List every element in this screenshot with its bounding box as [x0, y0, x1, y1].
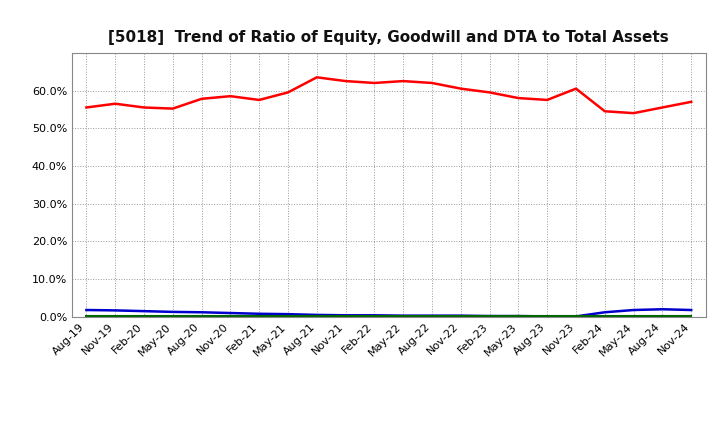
- Equity: [485, 90, 494, 95]
- Goodwill: [140, 308, 148, 314]
- Deferred Tax Assets: [168, 314, 177, 319]
- Deferred Tax Assets: [284, 314, 292, 319]
- Goodwill: [111, 308, 120, 313]
- Deferred Tax Assets: [428, 314, 436, 319]
- Deferred Tax Assets: [543, 314, 552, 319]
- Equity: [543, 97, 552, 103]
- Equity: [197, 96, 206, 102]
- Equity: [428, 81, 436, 86]
- Equity: [399, 78, 408, 84]
- Equity: [687, 99, 696, 104]
- Goodwill: [687, 308, 696, 313]
- Equity: [629, 110, 638, 116]
- Goodwill: [514, 313, 523, 319]
- Equity: [111, 101, 120, 106]
- Deferred Tax Assets: [514, 314, 523, 319]
- Goodwill: [341, 313, 350, 318]
- Goodwill: [168, 309, 177, 315]
- Goodwill: [428, 313, 436, 318]
- Goodwill: [197, 310, 206, 315]
- Equity: [226, 94, 235, 99]
- Deferred Tax Assets: [226, 314, 235, 319]
- Deferred Tax Assets: [600, 314, 609, 319]
- Goodwill: [226, 310, 235, 315]
- Deferred Tax Assets: [456, 314, 465, 319]
- Deferred Tax Assets: [370, 314, 379, 319]
- Goodwill: [456, 313, 465, 318]
- Deferred Tax Assets: [197, 314, 206, 319]
- Equity: [168, 106, 177, 111]
- Goodwill: [370, 313, 379, 318]
- Goodwill: [629, 308, 638, 313]
- Equity: [312, 75, 321, 80]
- Equity: [572, 86, 580, 91]
- Equity: [341, 78, 350, 84]
- Equity: [370, 81, 379, 86]
- Equity: [600, 109, 609, 114]
- Deferred Tax Assets: [82, 314, 91, 319]
- Goodwill: [543, 314, 552, 319]
- Line: Goodwill: Goodwill: [86, 309, 691, 316]
- Goodwill: [255, 311, 264, 316]
- Equity: [255, 97, 264, 103]
- Equity: [456, 86, 465, 91]
- Deferred Tax Assets: [658, 314, 667, 319]
- Deferred Tax Assets: [341, 314, 350, 319]
- Equity: [658, 105, 667, 110]
- Line: Equity: Equity: [86, 77, 691, 113]
- Goodwill: [82, 308, 91, 313]
- Deferred Tax Assets: [629, 314, 638, 319]
- Equity: [82, 105, 91, 110]
- Goodwill: [572, 314, 580, 319]
- Deferred Tax Assets: [255, 314, 264, 319]
- Goodwill: [485, 313, 494, 319]
- Equity: [284, 90, 292, 95]
- Deferred Tax Assets: [140, 314, 148, 319]
- Equity: [140, 105, 148, 110]
- Title: [5018]  Trend of Ratio of Equity, Goodwill and DTA to Total Assets: [5018] Trend of Ratio of Equity, Goodwil…: [109, 29, 669, 45]
- Deferred Tax Assets: [572, 314, 580, 319]
- Goodwill: [600, 310, 609, 315]
- Deferred Tax Assets: [687, 314, 696, 319]
- Goodwill: [658, 307, 667, 312]
- Deferred Tax Assets: [111, 314, 120, 319]
- Equity: [514, 95, 523, 101]
- Goodwill: [312, 312, 321, 318]
- Deferred Tax Assets: [485, 314, 494, 319]
- Goodwill: [284, 312, 292, 317]
- Deferred Tax Assets: [399, 314, 408, 319]
- Goodwill: [399, 313, 408, 318]
- Deferred Tax Assets: [312, 314, 321, 319]
